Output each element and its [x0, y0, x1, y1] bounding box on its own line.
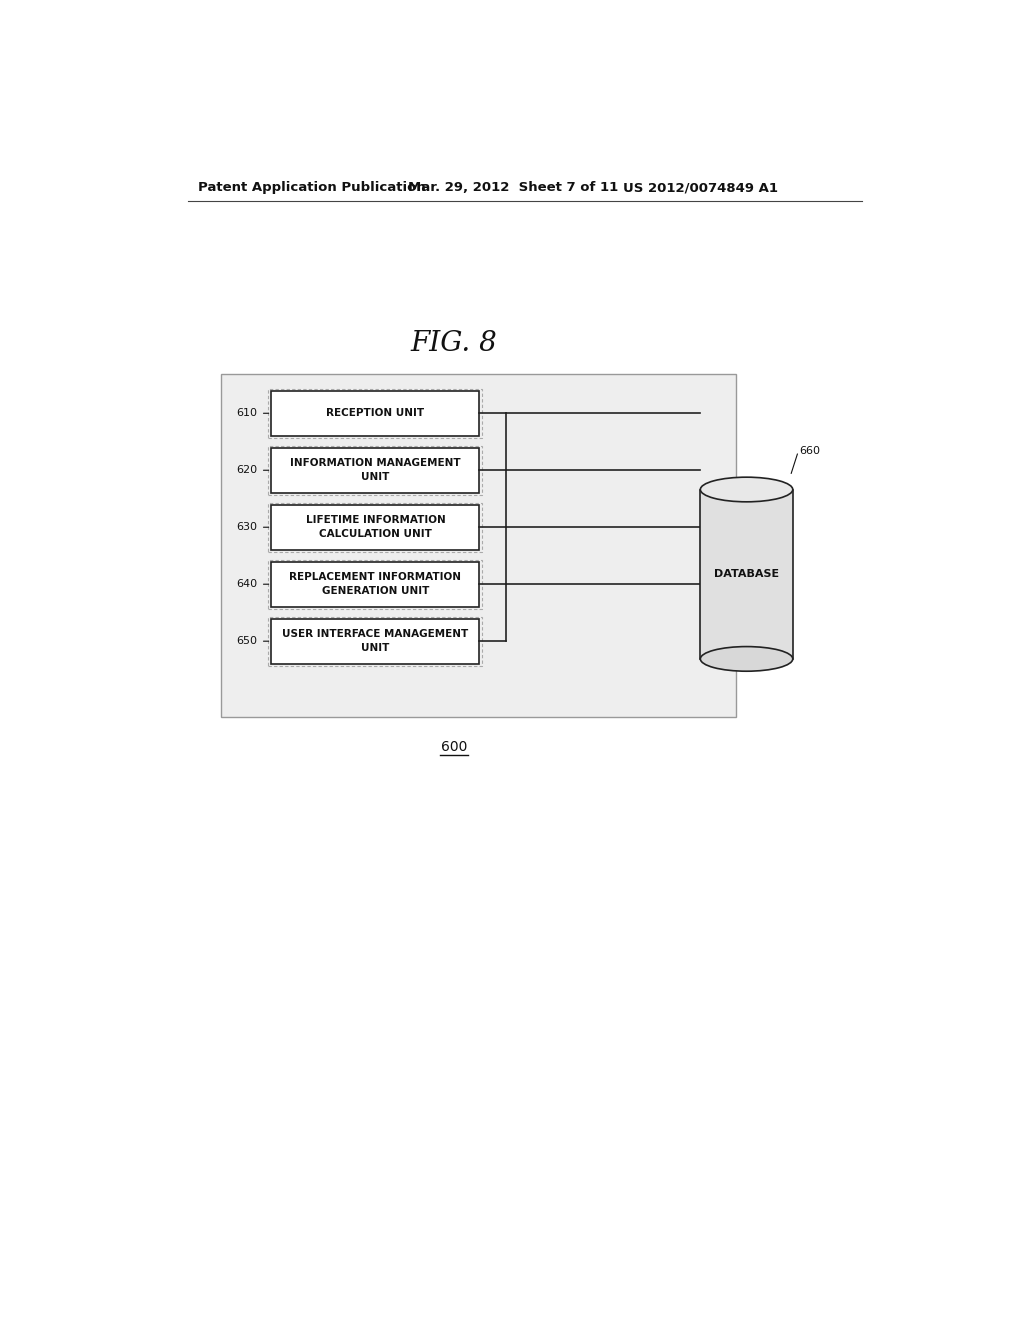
Text: REPLACEMENT INFORMATION: REPLACEMENT INFORMATION: [290, 573, 462, 582]
Bar: [268, 560, 482, 609]
Bar: [271, 447, 479, 492]
Text: 620: 620: [237, 465, 258, 475]
Bar: [271, 619, 479, 664]
Text: INFORMATION MANAGEMENT: INFORMATION MANAGEMENT: [290, 458, 461, 469]
Text: DATABASE: DATABASE: [714, 569, 779, 579]
Text: GENERATION UNIT: GENERATION UNIT: [322, 586, 429, 597]
Text: RECEPTION UNIT: RECEPTION UNIT: [327, 408, 425, 418]
Text: UNIT: UNIT: [361, 643, 389, 653]
Text: 610: 610: [237, 408, 258, 418]
Text: CALCULATION UNIT: CALCULATION UNIT: [319, 529, 432, 539]
Text: 600: 600: [440, 741, 467, 755]
Bar: [268, 616, 482, 665]
Text: 640: 640: [237, 579, 258, 589]
Bar: [271, 562, 479, 607]
Text: LIFETIME INFORMATION: LIFETIME INFORMATION: [305, 515, 445, 525]
Bar: [271, 506, 479, 549]
Text: Mar. 29, 2012  Sheet 7 of 11: Mar. 29, 2012 Sheet 7 of 11: [408, 181, 618, 194]
Bar: [700, 490, 793, 659]
Bar: [268, 503, 482, 552]
Ellipse shape: [700, 477, 793, 502]
Text: 660: 660: [799, 446, 820, 455]
Text: USER INTERFACE MANAGEMENT: USER INTERFACE MANAGEMENT: [283, 630, 469, 639]
Bar: [268, 388, 482, 438]
Text: US 2012/0074849 A1: US 2012/0074849 A1: [624, 181, 778, 194]
Text: 650: 650: [237, 636, 258, 647]
Bar: [271, 391, 479, 436]
Text: UNIT: UNIT: [361, 473, 389, 482]
Ellipse shape: [700, 647, 793, 672]
FancyBboxPatch shape: [221, 374, 736, 717]
Text: FIG. 8: FIG. 8: [411, 330, 498, 356]
Bar: [268, 446, 482, 495]
Text: 630: 630: [237, 523, 258, 532]
Text: Patent Application Publication: Patent Application Publication: [199, 181, 426, 194]
